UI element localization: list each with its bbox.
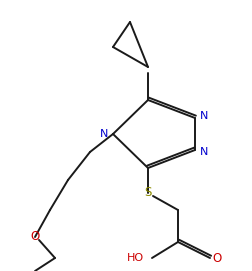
- Text: O: O: [212, 251, 222, 264]
- Text: O: O: [30, 231, 40, 244]
- Text: S: S: [144, 186, 152, 199]
- Text: N: N: [200, 147, 208, 157]
- Text: HO: HO: [127, 253, 144, 263]
- Text: N: N: [200, 111, 208, 121]
- Text: N: N: [100, 129, 108, 139]
